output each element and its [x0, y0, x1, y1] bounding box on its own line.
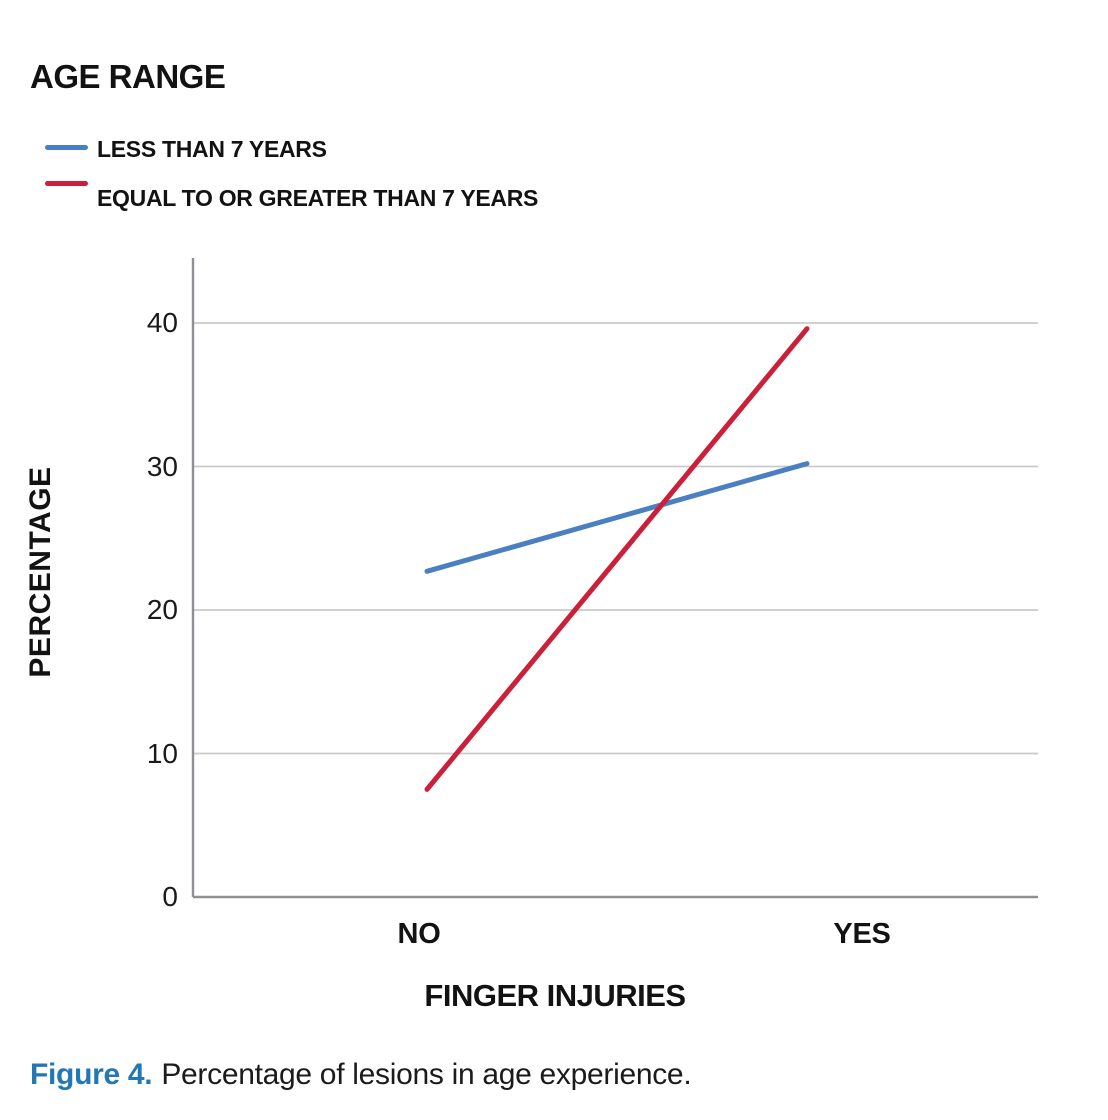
- legend-title: AGE RANGE: [30, 58, 226, 95]
- legend-label-equal-or-greater-7-years: EQUAL TO OR GREATER THAN 7 YEARS: [97, 185, 539, 211]
- y-tick-label-40: 40: [146, 307, 178, 338]
- figure-caption-number: Figure 4.: [30, 1058, 153, 1091]
- y-tick-label-10: 10: [146, 737, 178, 769]
- x-tick-label-no: NO: [397, 918, 441, 950]
- figure-caption-text: Percentage of lesions in age experience.: [161, 1058, 692, 1091]
- legend-label-less-than-7-years: LESS THAN 7 YEARS: [97, 136, 327, 162]
- y-tick-label-20: 20: [146, 594, 178, 625]
- legend-swatch-equal-or-greater-7-years-icon: [45, 181, 88, 186]
- y-tick-label-0: 0: [162, 881, 178, 912]
- series-line-0: [424, 461, 810, 574]
- figure-caption: Figure 4. Percentage of lesions in age ex…: [30, 1058, 692, 1092]
- x-axis-title: FINGER INJURIES: [424, 978, 686, 1013]
- legend-swatch-less-than-7-years-icon: [45, 145, 88, 150]
- series-line-1: [424, 326, 810, 792]
- x-tick-label-yes: YES: [833, 918, 891, 950]
- y-tick-label-30: 30: [146, 450, 178, 482]
